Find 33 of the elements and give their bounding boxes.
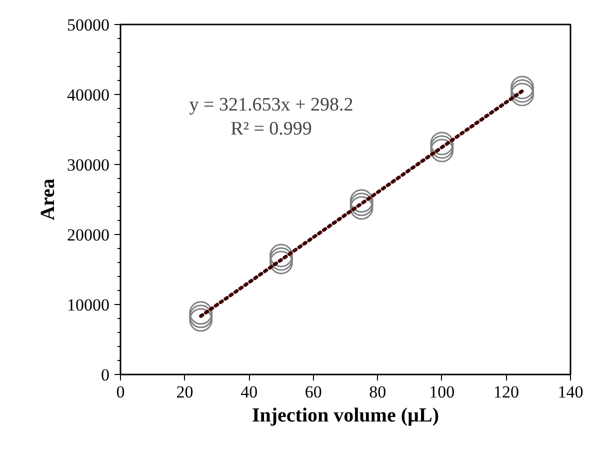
point [510, 82, 534, 106]
point [350, 189, 374, 213]
point [430, 132, 454, 156]
x-tick-label: 40 [240, 382, 258, 402]
y-tick-label: 10000 [67, 296, 110, 314]
annotation: R² = 0.999 [230, 118, 312, 140]
point [189, 304, 213, 328]
y-tick-label: 40000 [67, 86, 110, 104]
annotation: y = 321.653x + 298.2 [189, 94, 354, 116]
point [269, 247, 293, 271]
point [430, 135, 454, 159]
x-axis-title: Injection volume (µL) [252, 404, 440, 426]
point [510, 79, 534, 103]
y-tick-label: 20000 [67, 226, 110, 244]
point [510, 76, 534, 100]
x-tick-label: 120 [493, 382, 519, 402]
y-tick-label: 0 [101, 366, 110, 384]
x-tick-label: 80 [369, 382, 386, 402]
x-tick-label: 100 [429, 382, 455, 402]
y-tick-label: 30000 [67, 156, 110, 174]
x-tick-label: 0 [116, 382, 125, 402]
point [350, 192, 374, 216]
point [350, 196, 374, 220]
x-tick-label: 140 [558, 382, 584, 402]
y-tick-label: 50000 [67, 16, 110, 34]
point [430, 138, 454, 162]
x-tick-label: 20 [176, 382, 194, 402]
point [269, 250, 293, 274]
x-tick-label: 60 [304, 382, 322, 402]
point [269, 244, 293, 268]
y-axis-title: Area [37, 178, 59, 220]
point [189, 301, 213, 325]
point [189, 308, 213, 332]
